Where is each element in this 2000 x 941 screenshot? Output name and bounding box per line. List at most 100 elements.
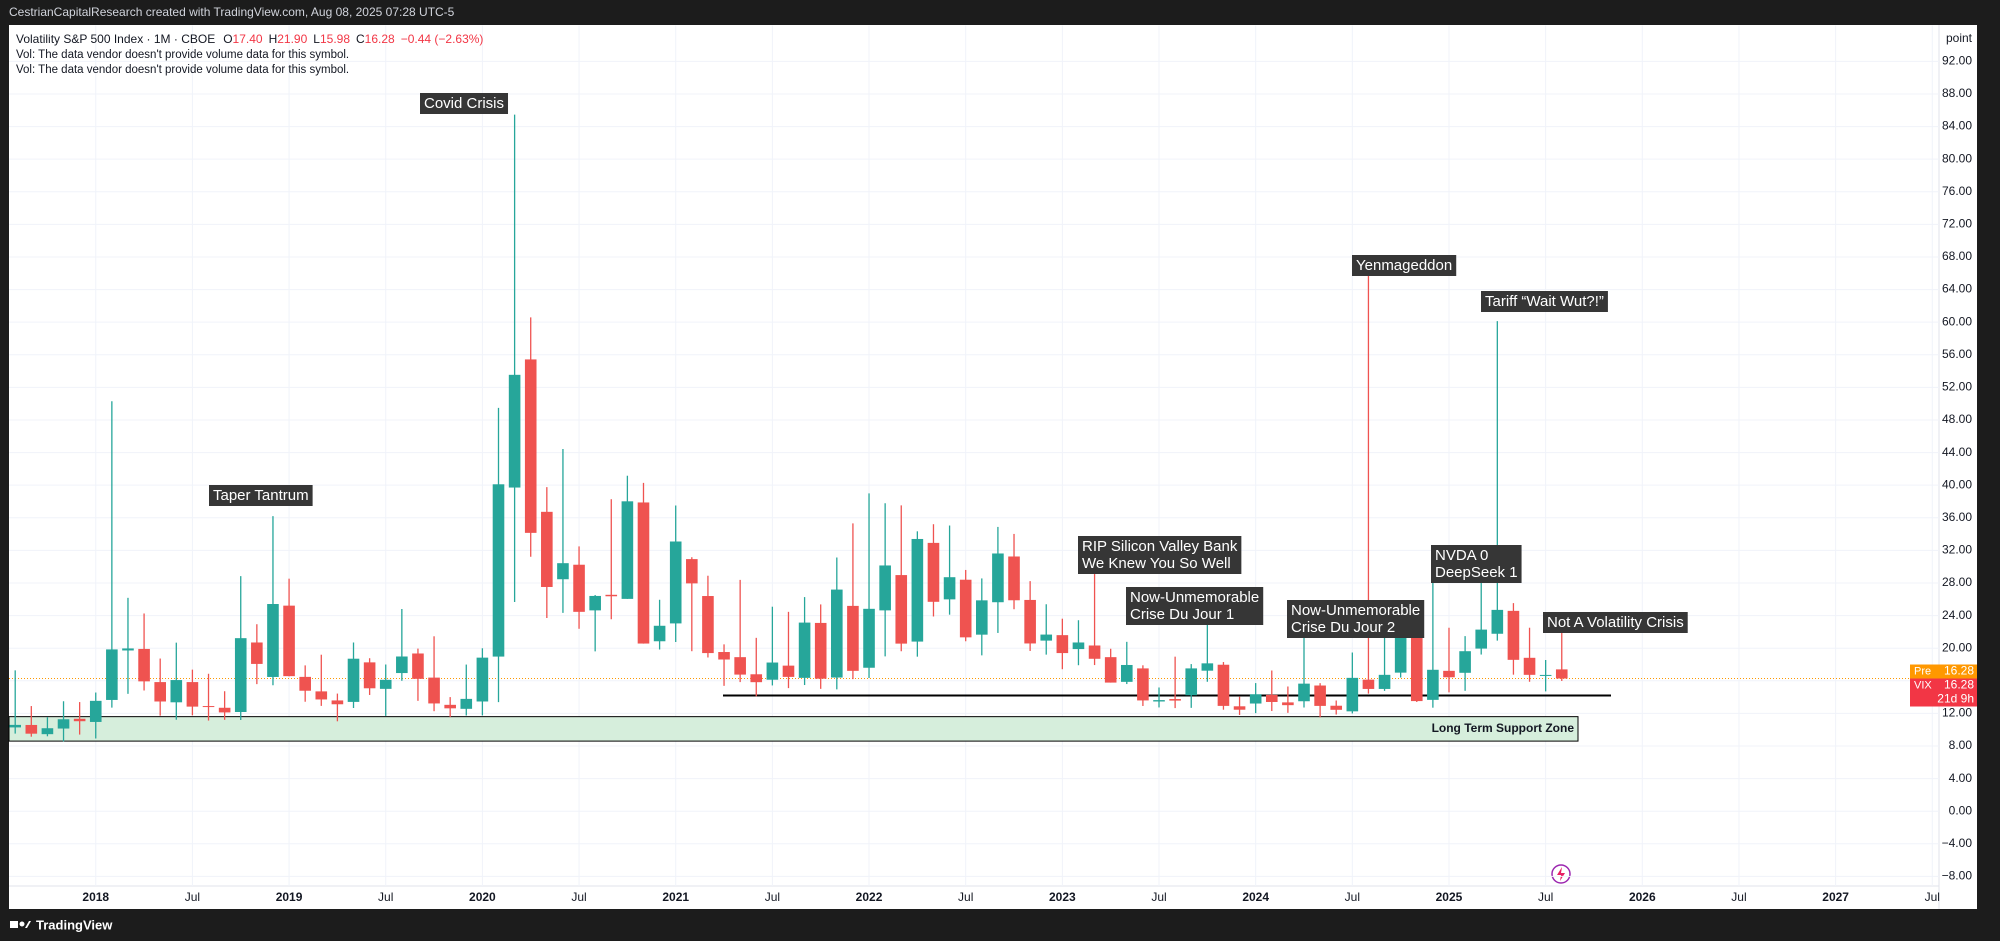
candle-body [1507,610,1520,660]
candle-body [959,579,972,638]
candle-body [573,564,585,612]
legend-value: 17.40 [233,32,263,46]
annotation-box [420,93,509,114]
y-tick-label: 36.00 [1942,510,1972,524]
candle-body [750,674,763,683]
candle-body [412,653,424,679]
candle-body [251,642,263,664]
candle-body [1491,609,1504,634]
candle-body [170,680,183,703]
candle-body [734,657,746,675]
candle-body [637,502,650,644]
candle-body [1539,674,1552,676]
x-tick-label: 2027 [1822,890,1849,904]
candle-body [1443,670,1455,678]
annotation-text: DeepSeek 1 [1435,564,1518,581]
candle-body [1249,694,1262,704]
candle-body [1523,657,1536,675]
footer-logo [10,921,31,928]
y-tick-label: 72.00 [1942,217,1972,231]
annotation-text: Not A Volatility Crisis [1547,614,1684,631]
y-tick-label: 8.00 [1949,738,1973,752]
candle-body [653,625,666,642]
y-axis-unit: point [1946,31,1973,45]
candle-body [1088,645,1101,659]
x-tick-label: 2026 [1629,890,1656,904]
candle-body [847,605,859,671]
candle-body [1120,664,1133,682]
candle-body [1475,629,1488,649]
candle-body [9,724,21,728]
y-tick-label: 56.00 [1942,347,1972,361]
candle-body [1137,668,1149,701]
candle-body [1298,683,1310,702]
candle-body [1104,657,1117,683]
annotation-box [1431,545,1522,583]
candle-body [1378,674,1391,689]
y-tick-label: 64.00 [1942,282,1972,296]
candle-body [1153,700,1165,702]
candle-body [798,622,811,678]
annotation-text: Now-Unmemorable [1130,589,1259,606]
candle-body [315,691,328,700]
x-tick-label: 2024 [1242,890,1269,904]
candle-body [1056,635,1069,654]
candle-body [331,700,344,705]
y-tick-label: 12.00 [1942,706,1972,720]
legend-value: 21.90 [277,32,307,46]
annotation-text: We Knew You So Well [1082,555,1231,572]
candle-body [1282,702,1294,706]
candle-body [476,657,489,702]
annotation: Taper Tantrum [209,485,313,506]
candle-body [766,662,779,680]
header-text: CestrianCapitalResearch created with Tra… [9,5,455,19]
candle-body [138,648,150,682]
legend-note: Vol: The data vendor doesn't provide vol… [16,64,349,76]
candle-body [1459,651,1471,673]
support-zone-label: Long Term Support Zone [1432,721,1575,735]
y-tick-label: 48.00 [1942,412,1972,426]
candle-body [1217,664,1230,706]
legend-key: L [313,32,320,46]
legend-key: H [269,32,278,46]
y-tick-label: 40.00 [1942,477,1972,491]
candle-body [1394,622,1407,673]
candle-body [879,565,891,611]
candle-body [186,682,199,707]
x-tick-label: 2018 [82,890,109,904]
x-tick-label: Jul [765,890,780,904]
x-tick-label: 2023 [1049,890,1076,904]
annotation-box [1287,600,1425,638]
y-tick-label: 32.00 [1942,543,1972,557]
annotation-text: Crise Du Jour 2 [1291,619,1395,636]
candle-body [943,577,956,600]
candle-body [1040,634,1053,641]
y-tick-label: 28.00 [1942,575,1972,589]
candle-body [1314,685,1326,706]
candle-body [1362,679,1375,689]
candle-body [57,719,70,729]
candle-body [589,595,601,611]
y-tick-label: 44.00 [1942,445,1972,459]
y-tick-label: 80.00 [1942,151,1972,165]
candle-body [73,718,86,722]
candle-body [927,542,940,602]
y-tick-label: 84.00 [1942,119,1972,133]
annotation-text: Crise Du Jour 1 [1130,606,1234,623]
annotation-text: Now-Unmemorable [1291,602,1420,619]
candle-body [299,676,311,691]
x-tick-label: 2021 [662,890,689,904]
y-tick-label: −8.00 [1942,869,1973,883]
candle-body [363,662,376,689]
x-tick-label: Jul [1538,890,1553,904]
legend-value: 16.28 [365,32,395,46]
candle-body [1233,706,1246,710]
candle-body [814,622,827,679]
y-tick-label: 68.00 [1942,249,1972,263]
price-tag-label: VIX [1914,679,1932,691]
alert-icon[interactable] [1551,864,1571,884]
x-tick-label: 2022 [856,890,883,904]
